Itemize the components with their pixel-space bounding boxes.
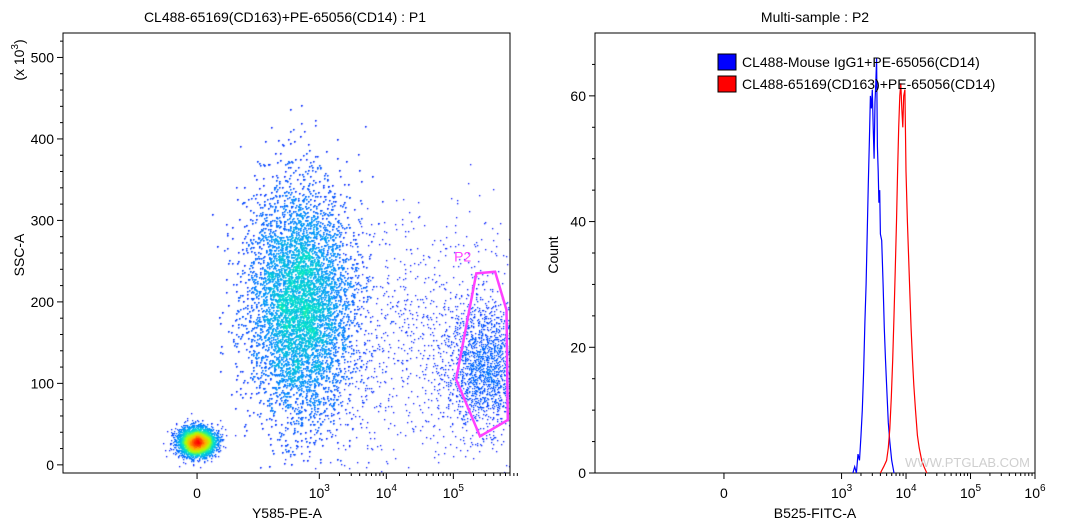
legend-label-1: CL488-65169(CD163)+PE-65056(CD14) (742, 76, 995, 92)
histogram-x-label: B525-FITC-A (774, 505, 857, 521)
histogram-y-tick-label-1: 20 (570, 339, 586, 355)
dot-plot-points (63, 33, 510, 473)
dot-plot-x-tick-label-2: 104 (376, 483, 398, 501)
gate-p2-polygon[interactable] (454, 270, 510, 439)
histogram-y-tick-label-2: 40 (570, 214, 586, 230)
y-scale-multiplier: (x 103) (10, 39, 27, 80)
histogram-y-tick-label-0: 0 (578, 465, 586, 481)
histogram-x-axis: 0 103 104 105 106 (720, 473, 1046, 501)
dot-plot-x-axis: 0 103 104 105 (193, 473, 518, 501)
dot-plot-panel: CL488-65169(CD163)+PE-65056(CD14) : P1 0… (10, 9, 518, 521)
histogram-y-axis: 0 20 40 60 (570, 63, 595, 481)
histogram-x-tick-label-3: 105 (960, 483, 982, 501)
dot-plot-y-tick-label-2: 200 (31, 294, 55, 310)
gate-p2-label: P2 (454, 248, 471, 264)
legend-label-0: CL488-Mouse IgG1+PE-65056(CD14) (742, 54, 980, 70)
histogram-frame (594, 32, 1036, 474)
dot-plot-x-tick-label-1: 103 (309, 483, 331, 501)
legend-swatch-0 (717, 53, 737, 71)
watermark: WWW.PTGLAB.COM (905, 455, 1030, 470)
dot-plot-y-tick-label-4: 400 (31, 131, 55, 147)
histogram-x-tick-label-4: 106 (1024, 483, 1046, 501)
dot-plot-title: CL488-65169(CD163)+PE-65056(CD14) : P1 (144, 9, 426, 25)
dot-plot-y-label: SSC-A (11, 233, 27, 276)
dot-plot-density (63, 33, 510, 473)
histogram-x-tick-label-1: 103 (831, 483, 853, 501)
histogram-y-tick-label-3: 60 (570, 88, 586, 104)
dot-plot-y-tick-label-1: 100 (31, 375, 55, 391)
histogram-panel: Multi-sample : P2 0 103 104 105 106 0204060 … (545, 9, 1046, 521)
dot-plot-y-tick-label-3: 300 (31, 212, 55, 228)
histogram-title: Multi-sample : P2 (761, 9, 869, 25)
legend-swatch-1 (717, 75, 737, 93)
histogram-y-label: Count (545, 236, 561, 273)
dot-plot-x-label: Y585-PE-A (252, 505, 323, 521)
dot-plot-y-tick-label-0: 0 (46, 457, 54, 473)
histogram-series (852, 58, 928, 474)
dot-plot-x-tick-label-3: 105 (443, 483, 465, 501)
dot-plot-y-axis: 0 100 200 300 400 500 (31, 40, 63, 473)
histogram-series-0 (852, 58, 895, 474)
dot-plot-x-tick-label-0: 0 (193, 485, 201, 501)
histogram-legend: CL488-Mouse IgG1+PE-65056(CD14) CL488-651… (717, 53, 995, 93)
histogram-series-1 (879, 83, 928, 474)
dot-plot-y-tick-label-5: 500 (31, 49, 55, 65)
histogram-x-tick-label-2: 104 (895, 483, 917, 501)
histogram-x-tick-label-0: 0 (720, 485, 728, 501)
